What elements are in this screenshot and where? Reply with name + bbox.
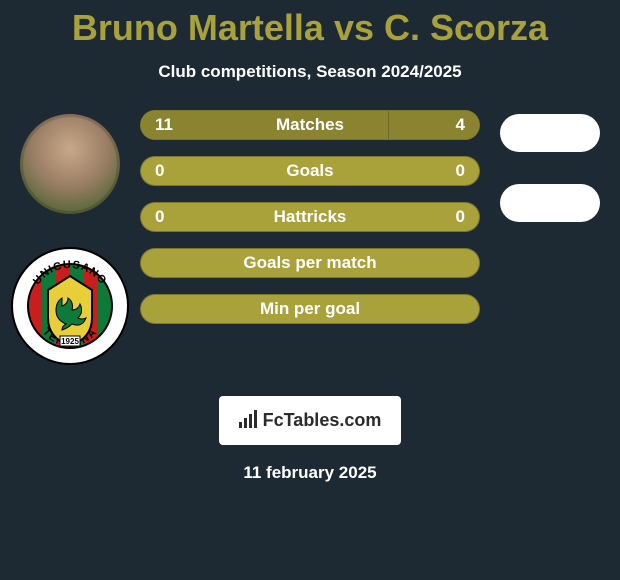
left-player-photo bbox=[20, 114, 120, 214]
stat-label: Min per goal bbox=[260, 299, 360, 319]
stat-row: 11 Matches 4 bbox=[140, 110, 480, 140]
stat-rows-container: 11 Matches 4 0 Goals 0 0 Hattricks 0 Goals per ma… bbox=[130, 110, 490, 324]
stat-value-left: 0 bbox=[155, 207, 164, 227]
left-player-club-logo: UNICUSANO TERNANA 1925 bbox=[10, 246, 130, 366]
stat-label: Goals bbox=[286, 161, 333, 181]
right-player-club-logo-placeholder bbox=[500, 184, 600, 222]
stat-label: Matches bbox=[276, 115, 344, 135]
right-player-column bbox=[490, 110, 610, 222]
stat-label: Goals per match bbox=[243, 253, 376, 273]
comparison-region: UNICUSANO TERNANA 1925 11Matches40Goals0… bbox=[0, 110, 620, 366]
stat-value-right: 4 bbox=[456, 115, 465, 135]
page-title: Bruno Martella vs C. Scorza bbox=[72, 8, 548, 48]
generation-date: 11 february 2025 bbox=[243, 463, 376, 483]
stat-fill-left bbox=[141, 111, 390, 139]
stat-value-right: 0 bbox=[456, 161, 465, 181]
bars-asc-icon bbox=[239, 412, 257, 428]
stat-row: 0 Hattricks 0 bbox=[140, 202, 480, 232]
club-founded-year: 1925 bbox=[61, 337, 79, 346]
stat-value-left: 11 bbox=[155, 115, 173, 135]
stat-fill-right bbox=[388, 111, 479, 139]
stat-row: Goals per match bbox=[140, 248, 480, 278]
stat-row: 0 Goals 0 bbox=[140, 156, 480, 186]
left-player-column: UNICUSANO TERNANA 1925 bbox=[10, 110, 130, 366]
brand-badge: FcTables.com bbox=[219, 396, 402, 445]
stat-row: Min per goal bbox=[140, 294, 480, 324]
brand-label: FcTables.com bbox=[263, 410, 382, 431]
footer: FcTables.com 11 february 2025 bbox=[219, 396, 402, 483]
page-subtitle: Club competitions, Season 2024/2025 bbox=[158, 62, 461, 82]
stat-value-right: 0 bbox=[456, 207, 465, 227]
right-player-photo-placeholder bbox=[500, 114, 600, 152]
infographic-root: Bruno Martella vs C. Scorza Club competi… bbox=[0, 0, 620, 580]
stat-label: Hattricks bbox=[274, 207, 347, 227]
stat-value-left: 0 bbox=[155, 161, 164, 181]
